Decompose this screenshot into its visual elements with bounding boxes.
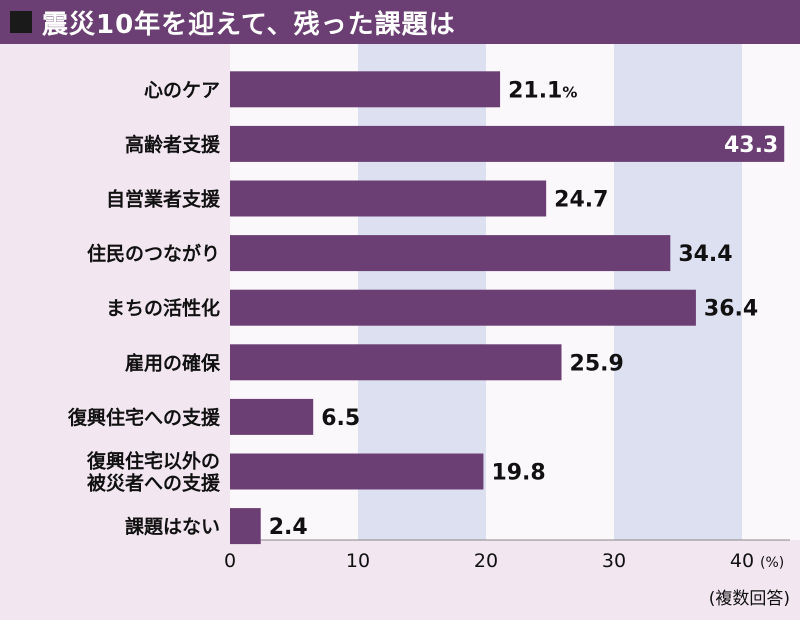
category-label: 復興住宅への支援 bbox=[67, 406, 221, 429]
value-label: 2.4 bbox=[269, 515, 308, 540]
bar bbox=[230, 125, 785, 162]
category-label: 課題はない bbox=[125, 515, 220, 538]
value-label: 36.4 bbox=[704, 297, 758, 322]
bar bbox=[230, 508, 261, 545]
category-label: 雇用の確保 bbox=[125, 351, 221, 374]
x-tick-label: 30 bbox=[602, 550, 626, 572]
category-label: 復興住宅以外の bbox=[86, 450, 220, 473]
category-label: 心のケア bbox=[144, 79, 220, 101]
bar bbox=[230, 398, 314, 435]
x-unit-label: (%) bbox=[760, 555, 784, 571]
chart-title: 震災10年を迎えて、残った課題は bbox=[42, 9, 456, 40]
category-label: まちの活性化 bbox=[106, 297, 220, 320]
bar bbox=[230, 180, 547, 217]
x-tick-label: 0 bbox=[224, 550, 236, 572]
bar bbox=[230, 235, 671, 272]
x-tick-label: 20 bbox=[474, 550, 498, 572]
bar bbox=[230, 71, 501, 108]
category-label: 住民のつながり bbox=[87, 242, 220, 265]
x-tick-label: 10 bbox=[346, 550, 370, 572]
footnote: (複数回答) bbox=[708, 589, 790, 609]
bar bbox=[230, 289, 696, 326]
title-bar: 震災10年を迎えて、残った課題は bbox=[0, 0, 800, 44]
category-label: 被災者への支援 bbox=[87, 472, 221, 495]
value-label: 19.8 bbox=[491, 461, 545, 486]
bar bbox=[230, 453, 484, 490]
value-unit: % bbox=[562, 83, 577, 101]
plot-band bbox=[742, 44, 800, 540]
value-label: 43.3 bbox=[724, 133, 778, 158]
value-label: 6.5 bbox=[321, 406, 360, 431]
value-label: 24.7 bbox=[554, 188, 608, 213]
title-square-icon bbox=[10, 11, 32, 33]
x-tick-label: 40 bbox=[730, 550, 754, 572]
category-label: 高齢者支援 bbox=[125, 133, 221, 156]
value-label: 34.4 bbox=[678, 242, 732, 267]
category-label: 自営業者支援 bbox=[106, 188, 221, 211]
value-label: 21.1% bbox=[508, 78, 577, 103]
bar bbox=[230, 344, 562, 381]
value-label: 25.9 bbox=[570, 351, 624, 376]
